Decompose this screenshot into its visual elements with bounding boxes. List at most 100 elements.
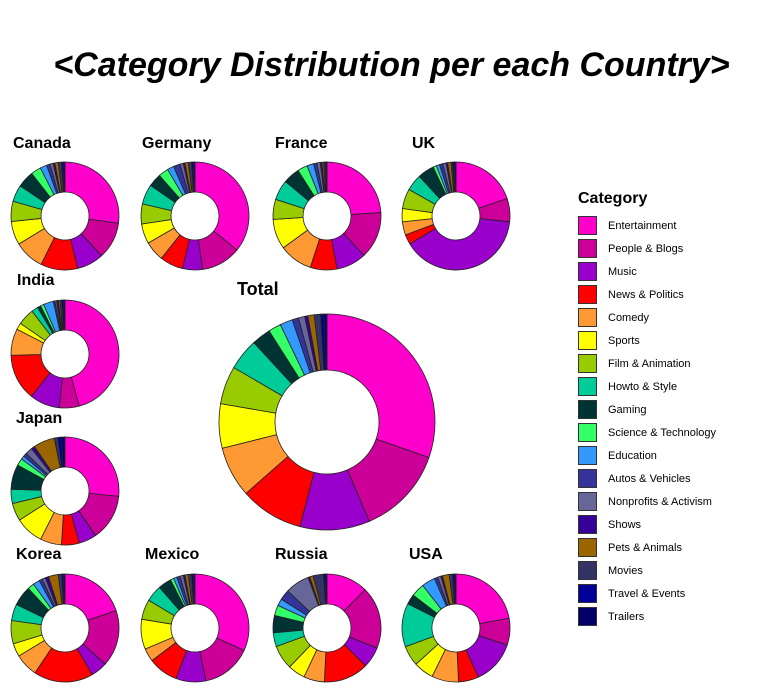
legend-swatch	[578, 285, 597, 304]
panel-label-canada: Canada	[13, 135, 71, 152]
legend-item: Gaming	[578, 398, 716, 421]
donut-uk	[401, 161, 511, 271]
legend-swatch	[578, 423, 597, 442]
legend-item: Trailers	[578, 605, 716, 628]
legend-rows: Entertainment People & Blogs Music News & P…	[578, 214, 716, 628]
legend-swatch	[578, 331, 597, 350]
legend-swatch	[578, 262, 597, 281]
slice-india-entertainment	[64, 299, 120, 407]
legend-swatch	[578, 308, 597, 327]
legend-swatch	[578, 400, 597, 419]
legend-item: Shows	[578, 513, 716, 536]
panel-label-mexico: Mexico	[145, 546, 199, 563]
legend-label: Film & Animation	[608, 357, 691, 370]
donut-mexico	[140, 573, 250, 683]
donut-france	[272, 161, 382, 271]
panel-label-usa: USA	[409, 546, 443, 563]
legend-label: People & Blogs	[608, 242, 684, 255]
slice-uk-trailers	[453, 161, 457, 193]
legend-swatch	[578, 239, 597, 258]
legend-swatch	[578, 377, 597, 396]
slice-mexico-entertainment	[194, 573, 250, 652]
donut-russia	[272, 573, 382, 683]
legend-label: Howto & Style	[608, 380, 678, 393]
legend-title: Category	[578, 190, 648, 207]
slice-total-entertainment	[326, 313, 436, 459]
panel-label-japan: Japan	[16, 410, 62, 427]
legend-label: Trailers	[608, 610, 645, 623]
legend-item: Sports	[578, 329, 716, 352]
slice-france-trailers	[325, 161, 328, 193]
legend-item: Travel & Events	[578, 582, 716, 605]
legend-item: Pets & Animals	[578, 536, 716, 559]
panel-label-germany: Germany	[142, 135, 211, 152]
donut-total	[218, 313, 436, 531]
slice-usa-entertainment	[455, 573, 510, 625]
slice-japan-trailers	[60, 436, 66, 468]
legend-label: Gaming	[608, 403, 647, 416]
legend-item: Entertainment	[578, 214, 716, 237]
legend-swatch	[578, 538, 597, 557]
legend-label: Sports	[608, 334, 640, 347]
donut-germany	[140, 161, 250, 271]
legend-item: Comedy	[578, 306, 716, 329]
legend-item: Nonprofits & Activism	[578, 490, 716, 513]
legend-item: Autos & Vehicles	[578, 467, 716, 490]
panel-label-uk: UK	[412, 135, 436, 152]
legend-swatch	[578, 515, 597, 534]
donut-canada	[10, 161, 120, 271]
legend-label: Entertainment	[608, 219, 677, 232]
legend-item: Music	[578, 260, 716, 283]
donut-japan	[10, 436, 120, 546]
legend-swatch	[578, 561, 597, 580]
slice-uk-music	[409, 218, 511, 271]
panel-label-korea: Korea	[16, 546, 61, 563]
legend-label: Shows	[608, 518, 642, 531]
slice-canada-entertainment	[64, 161, 120, 224]
slice-france-entertainment	[326, 161, 382, 215]
panel-label-france: France	[275, 135, 328, 152]
panel-label-india: India	[17, 272, 54, 289]
legend-swatch	[578, 492, 597, 511]
slice-india-trailers	[62, 299, 66, 331]
legend-item: Film & Animation	[578, 352, 716, 375]
legend-item: Science & Technology	[578, 421, 716, 444]
legend-swatch	[578, 446, 597, 465]
donut-korea	[10, 573, 120, 683]
legend: Category Entertainment People & Blogs Musi…	[578, 190, 716, 628]
slice-usa-trailers	[453, 573, 457, 605]
slice-germany-trailers	[192, 161, 196, 193]
legend-item: Movies	[578, 559, 716, 582]
donut-usa	[401, 573, 511, 683]
legend-label: Science & Technology	[608, 426, 717, 439]
slice-total-trailers	[323, 313, 328, 371]
legend-label: Movies	[608, 564, 643, 577]
legend-item: Education	[578, 444, 716, 467]
legend-label: Education	[608, 449, 657, 462]
legend-label: News & Politics	[608, 288, 684, 301]
slice-germany-entertainment	[194, 161, 250, 251]
legend-swatch	[578, 469, 597, 488]
legend-item: News & Politics	[578, 283, 716, 306]
legend-label: Nonprofits & Activism	[608, 495, 712, 508]
legend-swatch	[578, 607, 597, 626]
panel-label-russia: Russia	[275, 546, 328, 563]
legend-label: Comedy	[608, 311, 649, 324]
legend-label: Travel & Events	[608, 587, 686, 600]
legend-label: Autos & Vehicles	[608, 472, 691, 485]
legend-item: Howto & Style	[578, 375, 716, 398]
slice-japan-entertainment	[64, 436, 120, 497]
slice-russia-trailers	[324, 573, 328, 605]
panel-label-total: Total	[237, 279, 279, 299]
chart-title: <Category Distribution per each Country>	[53, 46, 730, 84]
slice-canada-trailers	[62, 161, 66, 193]
legend-swatch	[578, 354, 597, 373]
legend-swatch	[578, 584, 597, 603]
donut-india	[10, 299, 120, 409]
legend-swatch	[578, 216, 597, 235]
slice-korea-trailers	[62, 573, 66, 605]
legend-label: Music	[608, 265, 637, 278]
legend-label: Pets & Animals	[608, 541, 682, 554]
slice-mexico-trailers	[192, 573, 196, 605]
